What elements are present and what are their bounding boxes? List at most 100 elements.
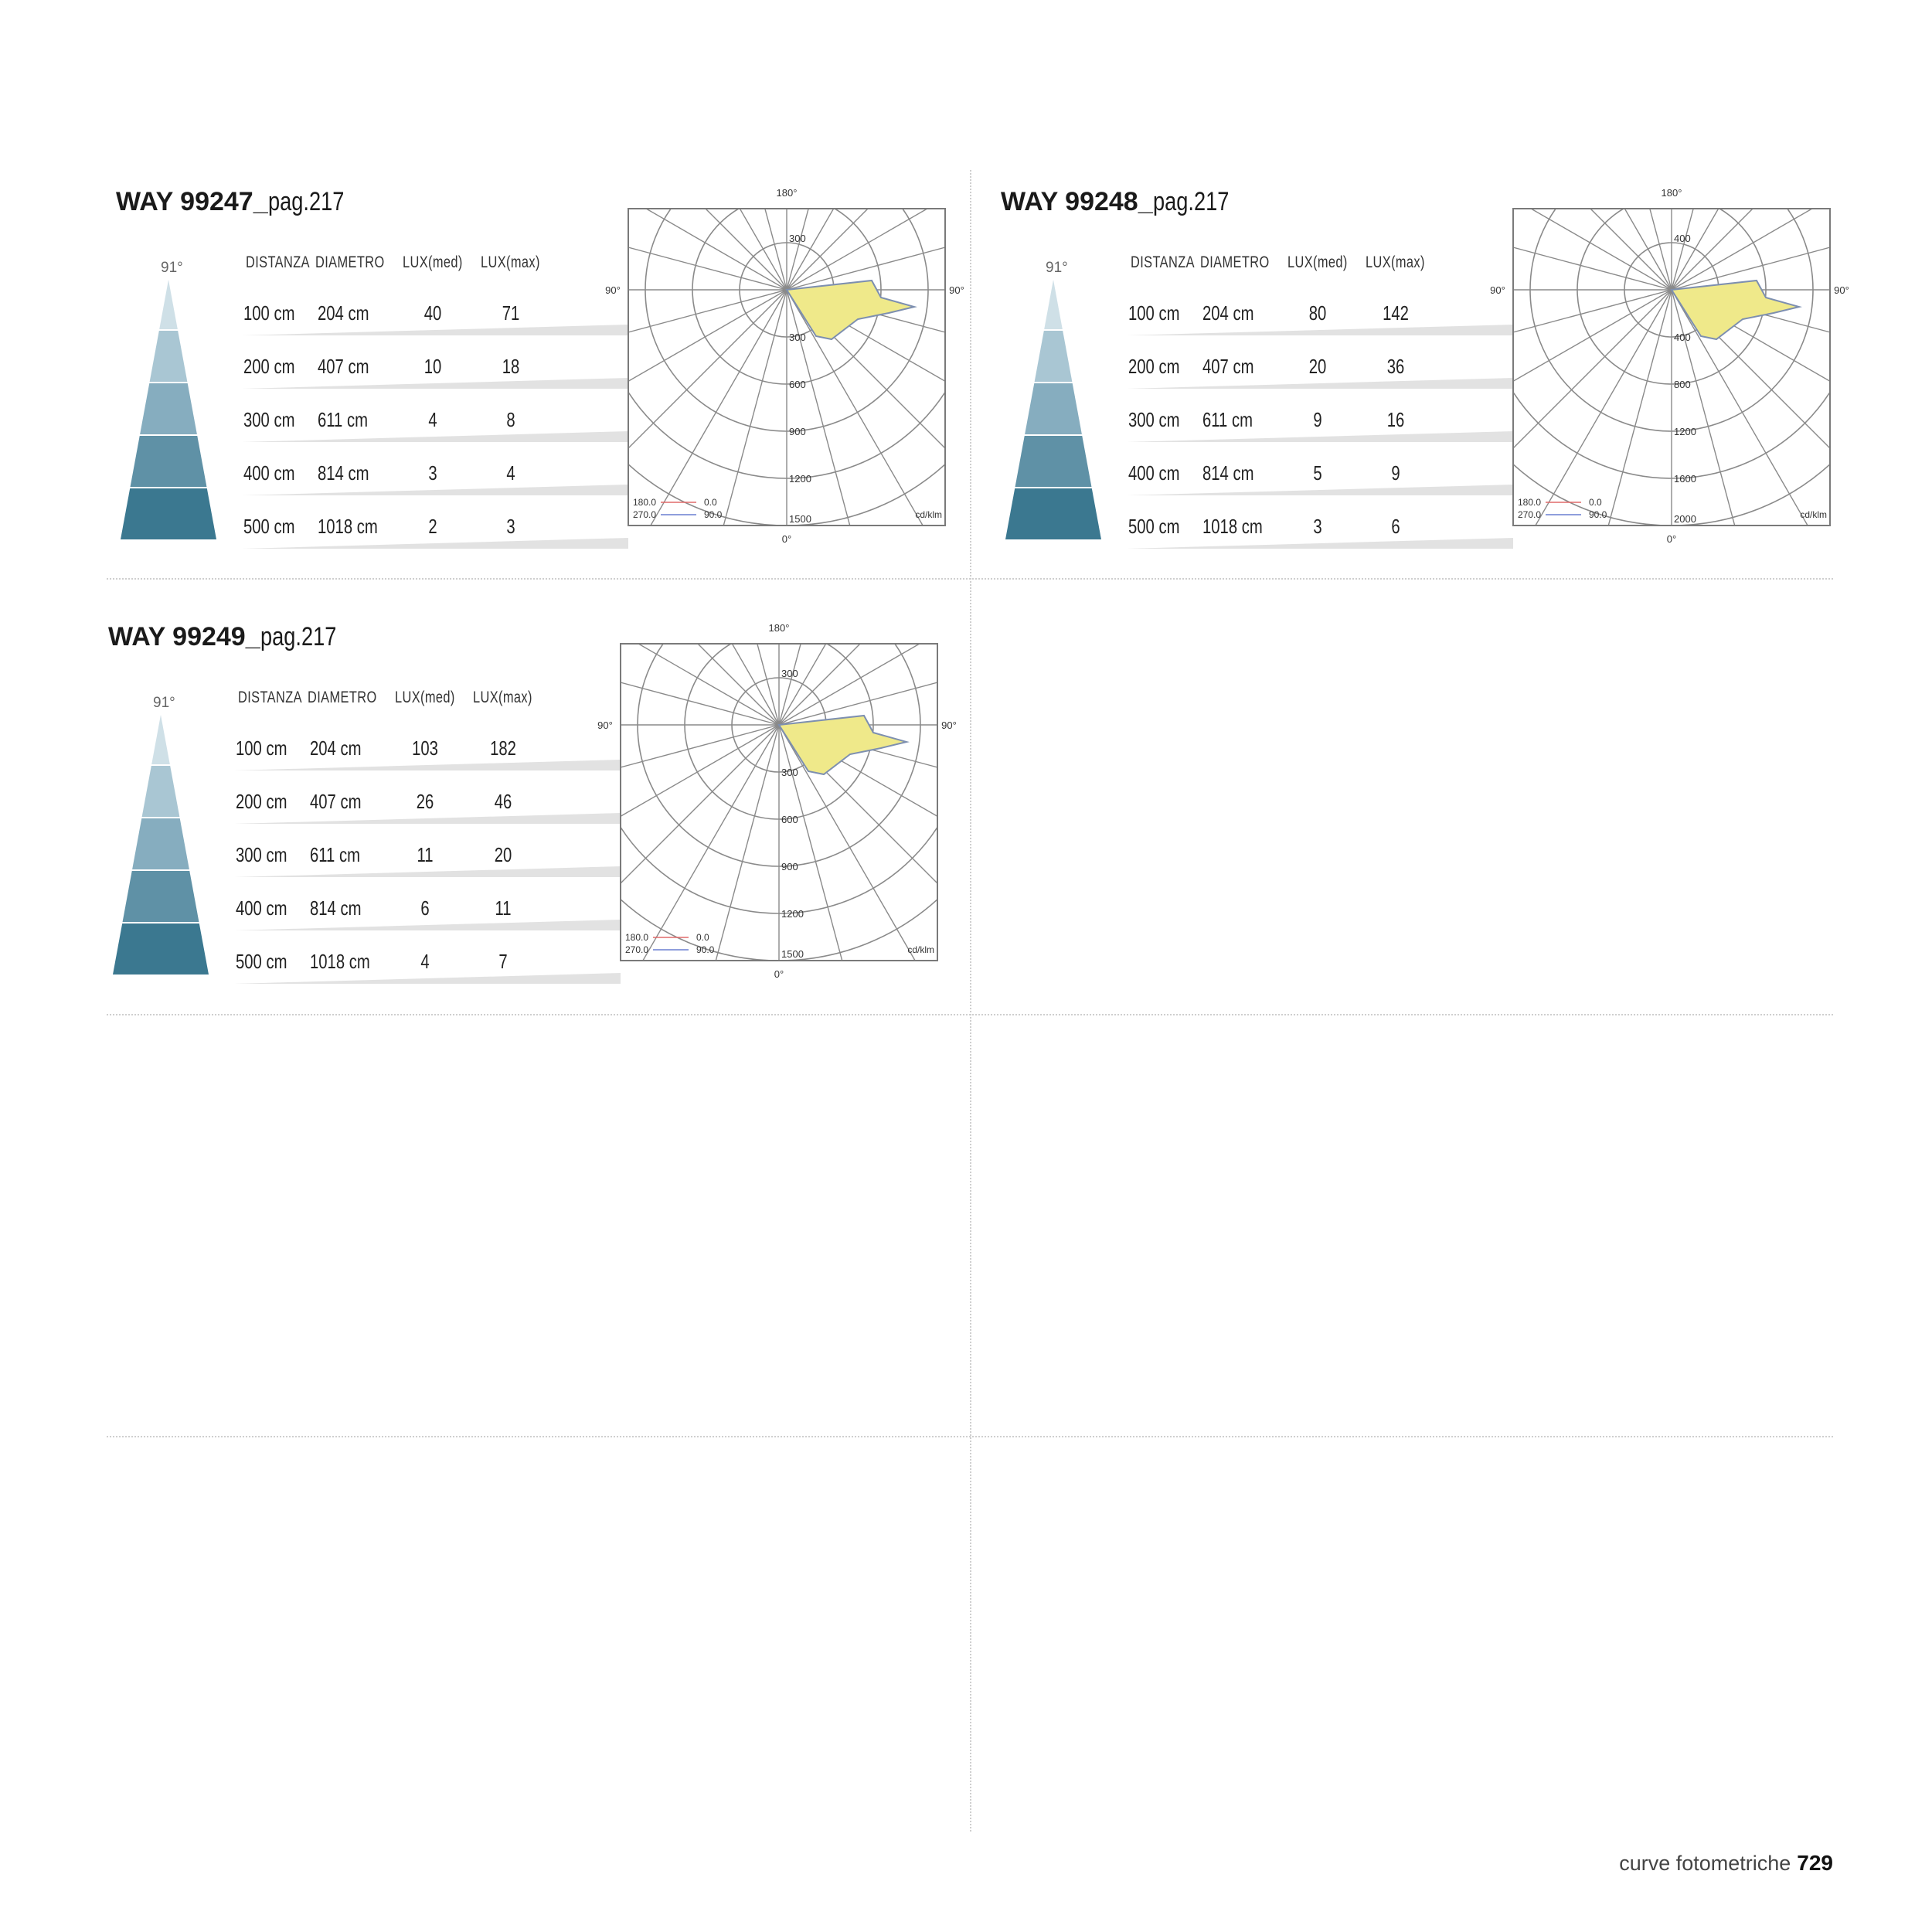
cell-lux-med: 26: [416, 790, 434, 813]
ring-label-upper: 400: [1674, 233, 1691, 244]
table-row: 100 cm 204 cm 40 71: [242, 300, 659, 354]
ring-label: 300: [789, 332, 806, 343]
ring-label: 1200: [1674, 426, 1696, 437]
polar-spoke: [637, 644, 780, 726]
table-row: 500 cm 1018 cm 2 3: [242, 513, 659, 567]
legend-value: 180.0: [633, 497, 656, 508]
cell-lux-med: 4: [428, 408, 437, 431]
cell-lux-max: 142: [1383, 301, 1409, 325]
polar-spoke: [621, 724, 780, 818]
polar-spoke: [1671, 247, 1830, 291]
cell-lux-med: 3: [1313, 515, 1322, 538]
row-wedge: [242, 431, 628, 442]
polar-spoke: [1671, 289, 1830, 383]
unit-label: cd/klm: [915, 509, 942, 520]
ring-label-upper: 300: [781, 668, 798, 679]
ring-label: 1200: [781, 908, 804, 920]
polar-spoke: [764, 209, 787, 291]
row-wedge: [234, 813, 621, 824]
polar-spoke: [642, 724, 780, 961]
cell-lux-max: 4: [506, 461, 515, 485]
polar-spoke: [650, 289, 787, 526]
row-wedge: [242, 538, 628, 549]
horizontal-divider: [107, 1436, 1833, 1437]
legend-value: 90.0: [1589, 509, 1607, 520]
cell-lux-max: 182: [490, 736, 516, 760]
luminous-intensity-curve: [785, 279, 917, 341]
product-code: WAY 99247_: [116, 187, 268, 216]
cell-diameter: 814 cm: [1202, 461, 1254, 485]
table-row: 300 cm 611 cm 11 20: [234, 842, 651, 896]
polar-spoke: [1513, 247, 1672, 291]
ring-label: 300: [781, 767, 798, 778]
cell-lux-max: 36: [1386, 355, 1405, 378]
header-lux-max: LUX(max): [1366, 253, 1425, 271]
photometric-polar-diagram: 180° 0° 90° 90° 300 300 600 900 1200 1500 180.0270…: [597, 622, 957, 980]
polar-spoke: [621, 724, 780, 884]
row-wedge: [242, 325, 628, 335]
ring-label: 1500: [789, 513, 811, 525]
polar-spoke: [628, 247, 787, 291]
cell-diameter: 1018 cm: [318, 515, 378, 538]
cell-diameter: 407 cm: [318, 355, 369, 378]
cone-band-2: [141, 766, 180, 817]
cone-band-3: [1025, 383, 1082, 434]
table-row: 400 cm 814 cm 6 11: [234, 895, 651, 949]
header-diametro: DIAMETRO: [315, 253, 385, 271]
cell-distance: 500 cm: [243, 515, 295, 538]
cell-distance: 100 cm: [236, 736, 287, 760]
beam-cone-graphic: [1005, 280, 1101, 539]
page-number: 729: [1797, 1851, 1833, 1875]
axis-label-90-right: 90°: [949, 284, 964, 296]
polar-spoke: [778, 644, 801, 726]
cone-band-3: [132, 818, 189, 869]
cell-diameter: 1018 cm: [310, 950, 370, 973]
cone-band-5: [121, 488, 216, 539]
page-reference: pag.217: [1152, 187, 1229, 216]
axis-label-180: 180°: [777, 187, 798, 199]
polar-ring: [621, 898, 937, 961]
table-row: 500 cm 1018 cm 3 6: [1127, 513, 1544, 567]
row-wedge: [234, 973, 621, 984]
table-row: 200 cm 407 cm 10 18: [242, 353, 659, 407]
polar-spoke: [778, 644, 861, 726]
table-row: 400 cm 814 cm 3 4: [242, 460, 659, 514]
cell-lux-max: 46: [494, 790, 512, 813]
axis-label-0: 0°: [774, 968, 784, 980]
row-wedge: [234, 866, 621, 877]
cell-distance: 200 cm: [243, 355, 295, 378]
unit-label: cd/klm: [907, 944, 934, 955]
polar-spoke: [731, 644, 780, 726]
axis-label-90-left: 90°: [605, 284, 621, 296]
cell-lux-med: 40: [423, 301, 442, 325]
ring-label: 900: [781, 861, 798, 872]
cone-band-1: [151, 715, 170, 764]
polar-spoke: [1535, 289, 1672, 526]
legend-value: 180.0: [625, 932, 648, 943]
polar-spoke: [778, 724, 937, 884]
legend-value: 270.0: [1518, 509, 1541, 520]
cell-lux-max: 11: [495, 896, 512, 920]
cell-lux-med: 103: [412, 736, 438, 760]
polar-spoke: [778, 644, 827, 726]
cell-diameter: 611 cm: [1202, 408, 1253, 431]
product-code: WAY 99249_: [108, 622, 260, 651]
luminous-intensity-curve: [777, 714, 910, 776]
polar-spoke: [786, 289, 945, 449]
cell-distance: 100 cm: [1128, 301, 1180, 325]
polar-spoke: [778, 724, 916, 961]
page-reference: pag.217: [267, 187, 344, 216]
cell-diameter: 814 cm: [310, 896, 362, 920]
row-shade: [242, 485, 628, 495]
polar-spoke: [1671, 289, 1808, 526]
cell-lux-med: 5: [1313, 461, 1322, 485]
cone-band-4: [130, 436, 207, 487]
page-reference: pag.217: [260, 622, 336, 651]
cell-lux-max: 16: [1386, 408, 1405, 431]
polar-spoke: [1671, 209, 1753, 291]
cell-diameter: 1018 cm: [1202, 515, 1263, 538]
ring-label: 1500: [781, 948, 804, 960]
page-footer: curve fotometriche 729: [1619, 1851, 1833, 1876]
polar-spoke: [1671, 209, 1694, 291]
table-row: 200 cm 407 cm 26 46: [234, 788, 651, 842]
